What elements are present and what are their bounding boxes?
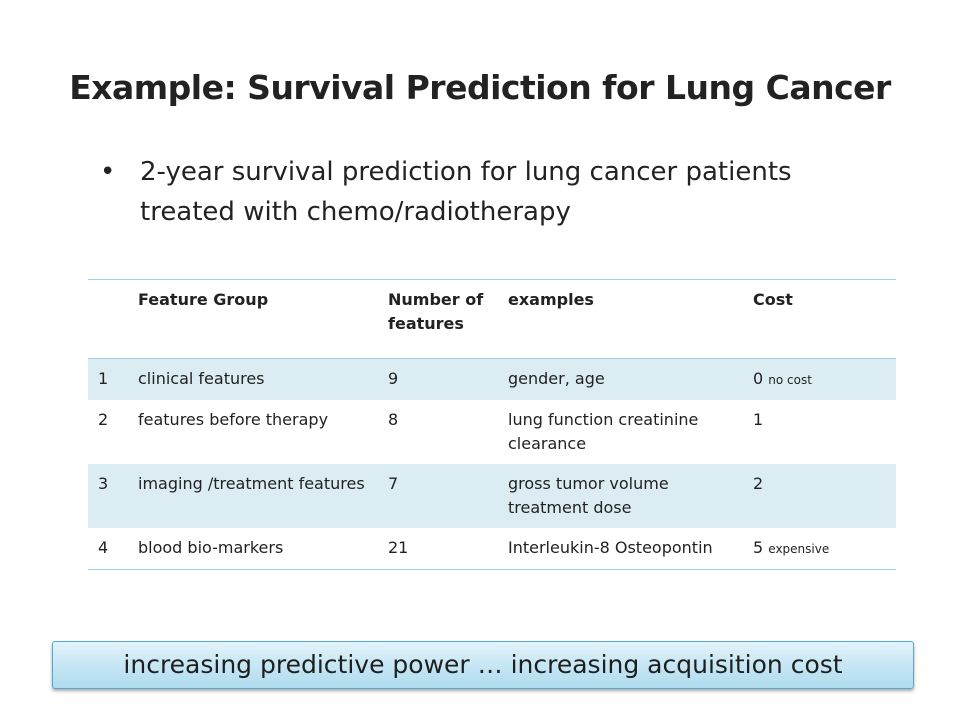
row-index: 1 (88, 358, 138, 400)
table-header-row: Feature Group Number of features example… (88, 279, 896, 359)
bullet-marker: • (100, 157, 116, 187)
cost-value: 2 (753, 474, 764, 493)
bullet-text: 2-year survival prediction for lung canc… (140, 157, 792, 227)
slide-title: Example: Survival Prediction for Lung Ca… (69, 68, 891, 107)
row-index: 4 (98, 538, 109, 557)
row-index: 2 (98, 410, 109, 429)
row-count: 7 (388, 464, 508, 528)
row-feature-group: clinical features (138, 358, 388, 400)
header-examples: examples (508, 279, 753, 359)
row-index: 3 (88, 464, 138, 528)
table-row: 3 imaging /treatment features 7 gross tu… (88, 464, 896, 528)
row-cost: 5 expensive (753, 528, 896, 570)
table-row: 4 blood bio-markers 21 Interleukin-8 Ost… (88, 528, 896, 570)
cost-value: 0 (753, 369, 764, 388)
row-feature-group: imaging /treatment features (138, 464, 388, 528)
header-cost: Cost (753, 279, 896, 359)
row-count: 8 (388, 410, 399, 429)
row-feature-group: features before therapy (138, 410, 329, 429)
row-cost: 2 (753, 464, 896, 528)
row-cost: 1 (753, 400, 896, 464)
row-examples: Interleukin-8 Osteopontin (508, 538, 713, 557)
row-examples: gender, age (508, 358, 753, 400)
row-feature-group: blood bio-markers (138, 538, 284, 557)
header-feature-group: Feature Group (138, 279, 388, 359)
cost-note: expensive (768, 542, 830, 556)
bullet-point: • 2-year survival prediction for lung ca… (100, 152, 890, 232)
cost-value: 1 (753, 410, 764, 429)
row-count: 21 (388, 538, 409, 557)
cost-power-banner: increasing predictive power … increasing… (52, 641, 914, 689)
table-row: 1 clinical features 9 gender, age 0 no c… (88, 358, 896, 400)
header-index (88, 279, 138, 359)
row-examples: gross tumor volume treatment dose (508, 464, 753, 528)
row-count: 9 (388, 358, 508, 400)
feature-table: Feature Group Number of features example… (88, 279, 896, 570)
row-examples: lung function creatinine clearance (508, 410, 699, 453)
cost-note: no cost (768, 373, 812, 387)
table-row: 2 features before therapy 8 lung functio… (88, 400, 896, 464)
row-cost: 0 no cost (753, 358, 896, 400)
header-number-of-features: Number of features (388, 279, 508, 359)
cost-value: 5 (753, 538, 764, 557)
